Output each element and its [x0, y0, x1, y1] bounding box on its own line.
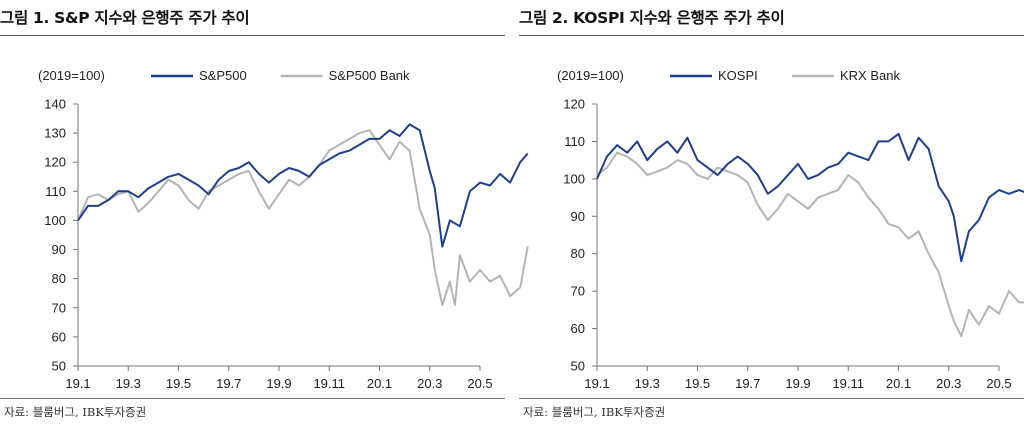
x-tick-label: 20.1	[886, 376, 911, 391]
y-tick-label: 80	[571, 246, 585, 261]
x-tick-label: 19.5	[166, 376, 191, 391]
x-tick-label: 19.3	[116, 376, 141, 391]
legend-label: KOSPI	[718, 68, 758, 83]
source-rule	[519, 398, 1024, 399]
x-tick-label: 19.11	[313, 376, 345, 391]
y-tick-label: 120	[563, 97, 585, 112]
legend-label: S&P500 Bank	[329, 68, 410, 83]
source-note: 자료: 블룸버그, IBK투자증권	[4, 405, 147, 419]
x-tick-label: 19.1	[584, 376, 609, 391]
x-tick-label: 19.11	[832, 376, 864, 391]
x-tick-label: 20.5	[986, 376, 1011, 391]
y-tick-label: 110	[45, 184, 66, 199]
y-tick-label: 50	[52, 359, 66, 374]
source-rule	[0, 398, 505, 399]
source-note: 자료: 블룸버그, IBK투자증권	[523, 405, 666, 419]
x-tick-label: 20.5	[467, 376, 492, 391]
series-line-kospi	[596, 132, 1024, 263]
x-tick-label: 19.9	[266, 376, 291, 391]
y-tick-label: 50	[571, 359, 585, 374]
chart-title: 그림 2. KOSPI 지수와 은행주 주가 추이	[519, 9, 785, 27]
y-tick-label: 130	[44, 126, 66, 141]
x-tick-label: 19.3	[635, 376, 660, 391]
y-tick-label: 100	[563, 171, 585, 186]
y-tick-label: 60	[571, 321, 585, 336]
chart-title: 그림 1. S&P 지수와 은행주 주가 추이	[0, 9, 250, 27]
y-tick-label: 80	[52, 271, 66, 286]
line-chart-sp500: 50 60 70 80 90 100 110 120 130 140 19.1 19.3 19.5 19.…	[38, 68, 529, 391]
x-tick-label: 20.3	[936, 376, 961, 391]
legend-label: S&P500	[199, 68, 247, 83]
line-chart-kospi: 50 60 70 80 90 100 110 120 19.1 19.3 19.5 19.7 19.9 1…	[557, 68, 1024, 391]
y-tick-label: 70	[52, 300, 66, 315]
y-tick-label: 70	[571, 284, 585, 299]
y-tick-label: 60	[52, 329, 66, 344]
x-tick-label: 19.7	[735, 376, 760, 391]
x-tick-label: 19.1	[65, 376, 90, 391]
title-rule	[519, 35, 1024, 36]
x-tick-label: 20.3	[417, 376, 442, 391]
series-line-s-p500-bank	[77, 129, 529, 306]
x-tick-label: 19.7	[216, 376, 241, 391]
series-line-krx-bank	[596, 151, 1024, 338]
y-tick-label: 140	[44, 97, 66, 112]
legend-label: KRX Bank	[840, 68, 900, 83]
x-tick-label: 19.9	[785, 376, 810, 391]
unit-label: (2019=100)	[557, 68, 624, 83]
unit-label: (2019=100)	[38, 68, 105, 83]
y-tick-label: 120	[44, 155, 66, 170]
title-rule	[0, 35, 505, 36]
chart-panel-sp500: 그림 1. S&P 지수와 은행주 주가 추이 50 60 70 80 90 100 110…	[0, 0, 529, 442]
chart-panel-kospi: 그림 2. KOSPI 지수와 은행주 주가 추이 50 60 70 80 90 100 1…	[519, 0, 1024, 442]
series-line-s-p500	[77, 123, 529, 248]
x-tick-label: 20.1	[367, 376, 392, 391]
y-tick-label: 90	[571, 209, 585, 224]
y-tick-label: 90	[52, 242, 66, 257]
y-tick-label: 100	[44, 213, 66, 228]
y-tick-label: 110	[564, 134, 585, 149]
x-tick-label: 19.5	[685, 376, 710, 391]
